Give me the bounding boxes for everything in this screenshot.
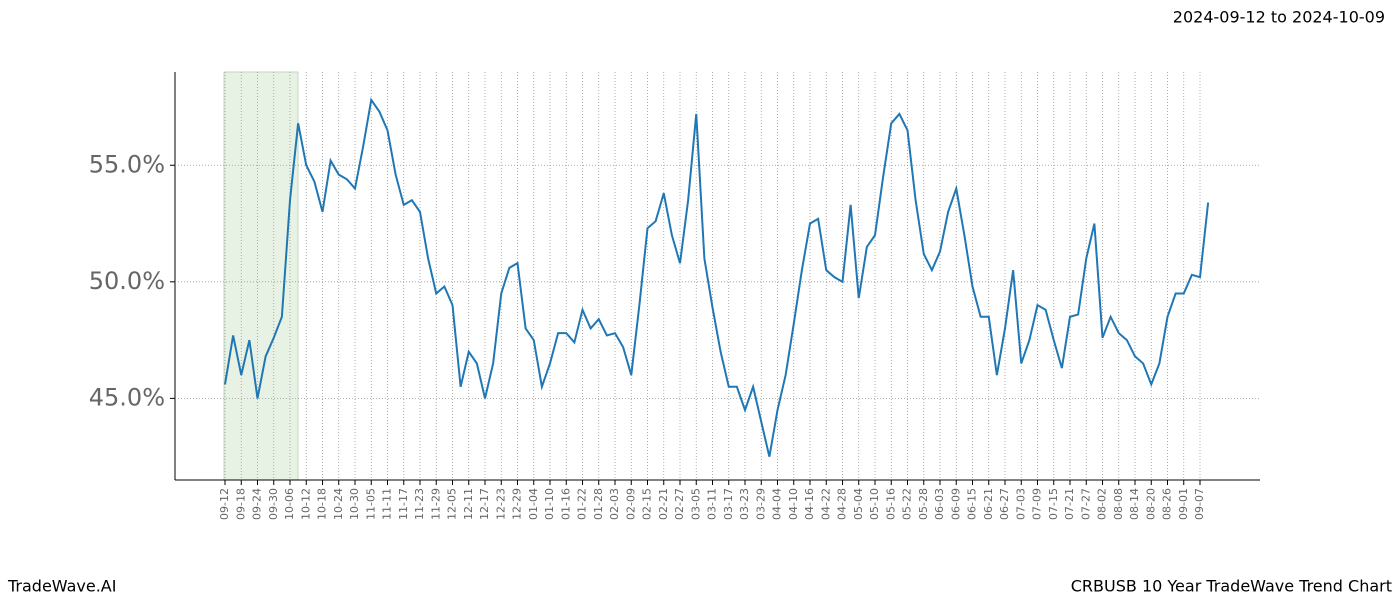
x-tick-label: 12-11 — [462, 488, 475, 520]
x-tick-label: 03-23 — [738, 488, 751, 520]
x-tick-label: 02-03 — [608, 488, 621, 520]
x-tick-label: 03-11 — [706, 488, 719, 520]
x-tick-label: 01-16 — [559, 488, 572, 520]
x-tick-label: 10-30 — [348, 488, 361, 520]
x-tick-label: 08-26 — [1161, 488, 1174, 520]
x-tick-label: 12-23 — [494, 488, 507, 520]
x-tick-label: 05-22 — [901, 488, 914, 520]
x-tick-label: 11-11 — [381, 488, 394, 520]
x-tick-label: 10-24 — [332, 488, 345, 520]
line-series — [224, 97, 1210, 457]
x-tick-label: 07-09 — [1031, 488, 1044, 520]
x-tick-label: 05-28 — [917, 488, 930, 520]
x-tick-label: 03-05 — [689, 488, 702, 520]
x-tick-label: 09-18 — [234, 488, 247, 520]
x-tick-label: 04-10 — [787, 488, 800, 520]
x-tick-label: 02-21 — [657, 488, 670, 520]
x-tick-label: 12-05 — [446, 488, 459, 520]
x-tick-label: 08-02 — [1096, 488, 1109, 520]
x-tick-label: 07-15 — [1047, 488, 1060, 520]
x-tick-label: 04-04 — [771, 488, 784, 520]
x-tick-label: 02-15 — [641, 488, 654, 520]
x-tick-label: 10-12 — [299, 488, 312, 520]
x-tick-label: 04-28 — [836, 488, 849, 520]
x-tick-label: 04-22 — [819, 488, 832, 520]
x-tick-label: 12-29 — [511, 488, 524, 520]
x-tick-label: 07-27 — [1079, 488, 1092, 520]
x-tick-label: 07-21 — [1063, 488, 1076, 520]
x-tick-label: 08-14 — [1128, 488, 1141, 520]
highlight-span — [223, 71, 299, 481]
x-tick-label: 05-16 — [884, 488, 897, 520]
x-tick-label: 06-09 — [949, 488, 962, 520]
x-tick-label: 09-30 — [267, 488, 280, 520]
x-tick-label: 10-06 — [283, 488, 296, 520]
x-tick-label: 08-08 — [1112, 488, 1125, 520]
x-tick-label: 11-17 — [397, 488, 410, 520]
source: TradeWave.AI — [7, 577, 116, 596]
x-tick-label: 09-01 — [1177, 488, 1190, 520]
x-tick-label: 02-27 — [673, 488, 686, 520]
x-tick-label: 02-09 — [624, 488, 637, 520]
x-tick-label: 01-28 — [592, 488, 605, 520]
x-tick-label: 01-10 — [543, 488, 556, 520]
x-tick-label: 03-29 — [754, 488, 767, 520]
x-tick-label: 10-18 — [316, 488, 329, 520]
x-tick-label: 09-07 — [1193, 488, 1206, 520]
x-tick-label: 09-24 — [251, 488, 264, 520]
x-tick-label: 11-29 — [429, 488, 442, 520]
chart-title: CRBUSB 10 Year TradeWave Trend Chart — [1071, 577, 1392, 596]
x-tick-label: 11-23 — [413, 488, 426, 520]
x-tick-label: 12-17 — [478, 488, 491, 520]
x-tick-label: 03-17 — [722, 488, 735, 520]
subtitle: 2024-09-12 to 2024-10-09 — [1173, 8, 1385, 27]
x-tick-label: 05-10 — [868, 488, 881, 520]
x-tick-label: 01-22 — [576, 488, 589, 520]
x-tick-label: 08-20 — [1144, 488, 1157, 520]
y-tick-label: 45.0% — [89, 383, 165, 411]
x-tick-label: 06-27 — [998, 488, 1011, 520]
x-tick-label: 07-03 — [1014, 488, 1027, 520]
x-tick-label: 06-03 — [933, 488, 946, 520]
x-tick-label: 05-04 — [852, 488, 865, 520]
y-tick-label: 55.0% — [89, 150, 165, 178]
x-tick-label: 06-21 — [982, 488, 995, 520]
x-tick-label: 06-15 — [966, 488, 979, 520]
x-tick-label: 11-05 — [364, 488, 377, 520]
x-tick-label: 09-12 — [218, 488, 231, 520]
y-tick-label: 50.0% — [89, 267, 165, 295]
x-tick-label: 04-16 — [803, 488, 816, 520]
x-tick-label: 01-04 — [527, 488, 540, 520]
